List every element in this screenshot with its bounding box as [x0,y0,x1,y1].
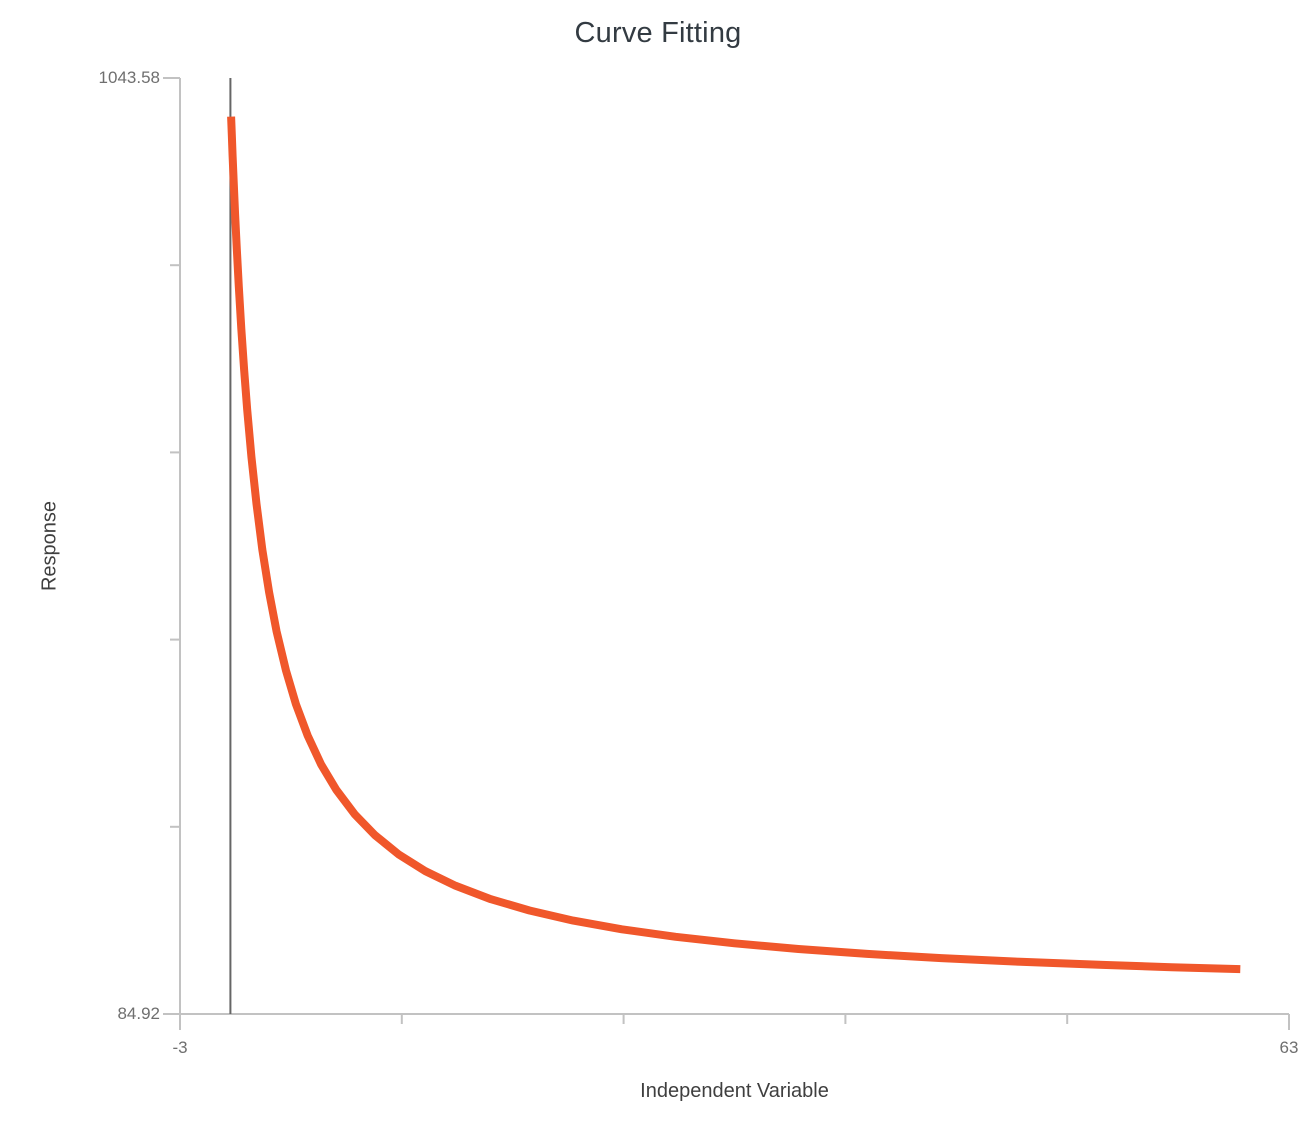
y-axis-max-tick-label: 1043.58 [98,68,160,87]
x-axis-min-tick-label: -3 [172,1038,188,1057]
x-axis-max-tick-label: 63 [1279,1038,1299,1057]
y-axis-title: Response [38,500,61,592]
y-axis-min-tick-label: 84.92 [117,1004,160,1023]
x-axis-title: Independent Variable [640,1080,829,1102]
fitted-curve-series-line [227,116,1241,974]
chart-title: Curve Fitting [574,17,742,49]
